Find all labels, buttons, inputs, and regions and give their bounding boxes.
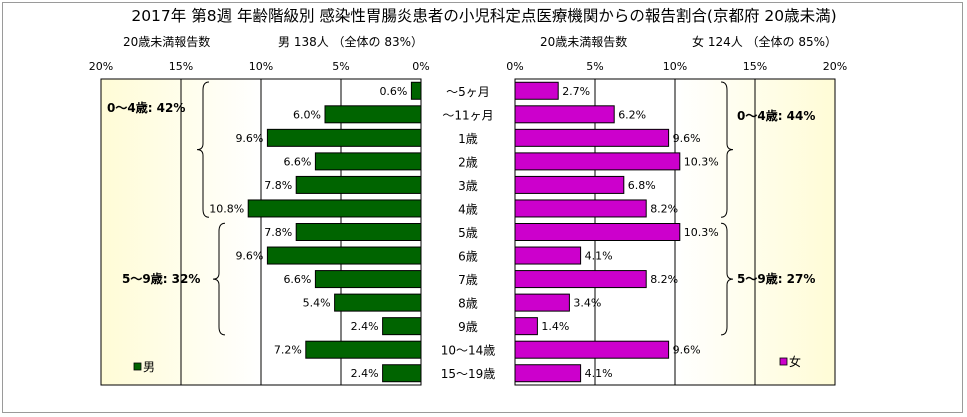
male-value-label: 7.8% (264, 179, 292, 192)
male-header-right: 男 138人 （全体の 83%） (278, 34, 423, 49)
female-brace-0-4 (720, 81, 734, 218)
female-legend-label: 女 (789, 354, 801, 369)
age-category-label: 1歳 (458, 132, 478, 146)
female-value-label: 6.8% (628, 179, 656, 192)
male-brace-0-4 (196, 81, 210, 218)
age-category-label: 9歳 (458, 320, 478, 334)
male-bar (324, 105, 422, 124)
male-value-label: 9.6% (235, 250, 263, 263)
female-header-right: 女 124人 （全体の 85%） (692, 34, 837, 49)
female-bar (514, 128, 670, 147)
age-category-label: 2歳 (458, 155, 478, 169)
male-bar (410, 81, 422, 100)
male-brace-5-9 (212, 222, 226, 336)
age-category-label: 7歳 (458, 273, 478, 287)
age-category-label: 8歳 (458, 297, 478, 311)
female-value-label: 2.7% (562, 85, 590, 98)
male-group-label-5-9: 5～9歳: 32% (122, 271, 200, 286)
female-value-label: 4.1% (585, 367, 613, 380)
age-category-label: 10～14歳 (441, 344, 496, 358)
female-value-label: 4.1% (585, 250, 613, 263)
male-value-label: 10.8% (209, 202, 244, 215)
male-tick-label: 5% (332, 60, 349, 73)
male-value-label: 2.4% (351, 320, 379, 333)
female-value-label: 10.3% (684, 155, 719, 168)
female-tick-label: 20% (823, 60, 847, 73)
female-bar (514, 223, 681, 241)
female-value-label: 9.6% (673, 344, 701, 357)
female-tick-label: 15% (743, 60, 767, 73)
male-value-label: 9.6% (235, 132, 263, 145)
female-bar (514, 246, 582, 265)
age-category-label: 4歳 (458, 202, 478, 216)
age-category-label: 6歳 (458, 250, 478, 264)
female-header-left: 20歳未満報告数 (540, 34, 627, 49)
female-group-label-0-4: 0～4歳: 44% (737, 108, 815, 123)
female-value-label: 8.2% (650, 273, 678, 286)
male-value-label: 7.8% (264, 226, 292, 239)
female-bar (514, 105, 615, 124)
female-value-label: 9.6% (673, 132, 701, 145)
female-bar (514, 175, 625, 194)
male-tick-label: 20% (89, 60, 113, 73)
female-tick-label: 5% (586, 60, 603, 73)
female-bar (514, 317, 538, 336)
female-bar (514, 270, 647, 289)
male-group-label-0-4: 0～4歳: 42% (107, 100, 185, 115)
female-bar (514, 364, 582, 383)
female-value-label: 10.3% (684, 226, 719, 239)
male-value-label: 6.0% (293, 108, 321, 121)
female-bar (514, 340, 670, 359)
female-value-label: 3.4% (573, 297, 601, 310)
male-bar (314, 152, 422, 171)
male-bar (295, 223, 422, 241)
male-bar (334, 293, 422, 312)
male-legend-label: 男 (143, 360, 155, 374)
male-tick-label: 0% (412, 60, 429, 73)
male-bar (295, 175, 422, 194)
male-bar (382, 317, 422, 336)
male-value-label: 5.4% (303, 297, 331, 310)
male-value-label: 2.4% (351, 367, 379, 380)
male-bar (305, 340, 422, 359)
age-category-label: ～5ヶ月 (446, 85, 490, 99)
female-bar (514, 81, 559, 100)
male-header-left: 20歳未満報告数 (123, 34, 210, 49)
age-category-label: 3歳 (458, 179, 478, 193)
female-value-label: 6.2% (618, 108, 646, 121)
male-bar (266, 246, 422, 265)
male-bar (266, 128, 422, 147)
chart-title: 2017年 第8週 年齢階級別 感染性胃腸炎患者の小児科定点医療機関からの報告割… (131, 7, 836, 25)
male-bar (247, 199, 422, 218)
age-category-label: ～11ヶ月 (442, 108, 493, 122)
female-tick-label: 0% (506, 60, 523, 73)
male-legend-swatch (133, 362, 142, 371)
female-group-label-5-9: 5～9歳: 27% (737, 271, 815, 286)
female-brace-5-9 (720, 222, 734, 336)
male-value-label: 6.6% (283, 155, 311, 168)
male-value-label: 0.6% (379, 85, 407, 98)
female-tick-label: 10% (663, 60, 687, 73)
male-value-label: 6.6% (283, 273, 311, 286)
male-tick-label: 15% (169, 60, 193, 73)
age-category-label: 5歳 (458, 226, 478, 240)
female-value-label: 8.2% (650, 202, 678, 215)
female-bar (514, 152, 681, 171)
female-bar (514, 293, 570, 312)
female-bar (514, 199, 647, 218)
male-value-label: 7.2% (274, 344, 302, 357)
female-value-label: 1.4% (541, 320, 569, 333)
male-bar (382, 364, 422, 383)
female-legend-swatch (779, 357, 788, 366)
male-tick-label: 10% (249, 60, 273, 73)
male-bar (314, 270, 422, 289)
age-category-label: 15～19歳 (441, 367, 496, 381)
